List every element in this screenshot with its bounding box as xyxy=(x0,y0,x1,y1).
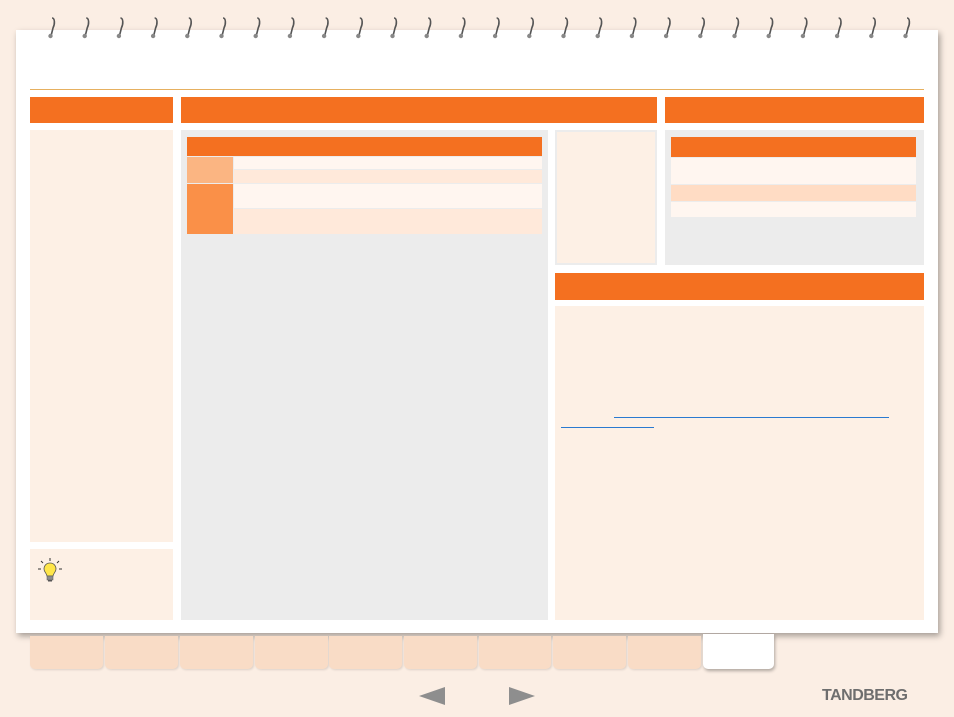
spiral-ring xyxy=(321,17,329,39)
lower-right-panel xyxy=(555,306,924,620)
row-marker xyxy=(187,184,233,234)
spiral-ring xyxy=(629,17,637,39)
center-column-header xyxy=(181,97,657,123)
hyperlink-underline[interactable] xyxy=(614,417,889,418)
row-cell xyxy=(234,209,542,234)
row-cell xyxy=(234,157,542,169)
tab-4[interactable] xyxy=(255,636,328,669)
row-cell xyxy=(234,184,542,208)
tab-9[interactable] xyxy=(628,636,701,669)
spiral-ring xyxy=(869,17,876,39)
tab-10-active[interactable] xyxy=(703,634,774,669)
spiral-ring xyxy=(561,17,569,39)
spiral-ring xyxy=(766,17,774,39)
spiral-ring xyxy=(356,17,363,39)
spiral-ring xyxy=(185,17,192,39)
table-row xyxy=(671,185,916,201)
center-content-panel xyxy=(181,130,548,620)
logo-text: TANDBERG xyxy=(822,687,908,704)
spiral-ring xyxy=(287,17,295,39)
side-note-inner xyxy=(557,132,655,263)
spiral-ring xyxy=(732,17,740,39)
tandberg-logo: TANDBERG xyxy=(822,687,908,705)
tab-7[interactable] xyxy=(479,636,551,669)
spiral-ring xyxy=(253,17,261,39)
tab-6[interactable] xyxy=(404,636,477,669)
table-row xyxy=(187,184,542,234)
spiral-ring xyxy=(492,17,500,39)
tab-5[interactable] xyxy=(329,636,402,669)
side-note-panel xyxy=(555,130,657,265)
spiral-binding xyxy=(48,17,911,39)
table-header xyxy=(671,137,916,157)
table-row xyxy=(187,157,542,183)
spiral-ring xyxy=(48,17,56,39)
table-header xyxy=(187,137,542,156)
row-cell xyxy=(234,170,542,183)
arrow-right-icon[interactable] xyxy=(508,686,536,706)
tab-2[interactable] xyxy=(105,636,178,669)
spiral-ring xyxy=(424,17,432,39)
tab-3[interactable] xyxy=(180,636,253,669)
spiral-ring xyxy=(458,17,466,39)
arrow-left-icon[interactable] xyxy=(418,686,446,706)
spiral-ring xyxy=(390,17,398,39)
spiral-ring xyxy=(527,17,534,39)
lower-right-header xyxy=(555,273,924,300)
right-info-panel xyxy=(665,130,924,265)
tab-1[interactable] xyxy=(30,636,103,669)
spiral-ring xyxy=(150,17,158,39)
table-row xyxy=(671,158,916,184)
right-table xyxy=(671,137,916,217)
spiral-ring xyxy=(834,17,842,39)
row-marker xyxy=(187,157,233,183)
tip-panel xyxy=(30,549,173,620)
spiral-ring xyxy=(219,17,227,39)
hyperlink-underline[interactable] xyxy=(561,427,654,428)
spiral-ring xyxy=(116,17,124,39)
left-column-header xyxy=(30,97,173,123)
section-tabs xyxy=(30,634,780,669)
table-row xyxy=(671,202,916,217)
spiral-ring xyxy=(800,17,808,39)
spiral-ring xyxy=(82,17,90,39)
center-table xyxy=(187,137,542,234)
spiral-ring xyxy=(903,17,911,39)
spiral-ring xyxy=(595,17,603,39)
title-rule xyxy=(30,89,924,90)
lightbulb-icon xyxy=(38,558,62,582)
right-column-header xyxy=(665,97,924,123)
spiral-ring xyxy=(663,17,671,39)
left-sidebar-panel xyxy=(30,130,173,542)
spiral-ring xyxy=(698,17,705,39)
tab-8[interactable] xyxy=(553,636,626,669)
